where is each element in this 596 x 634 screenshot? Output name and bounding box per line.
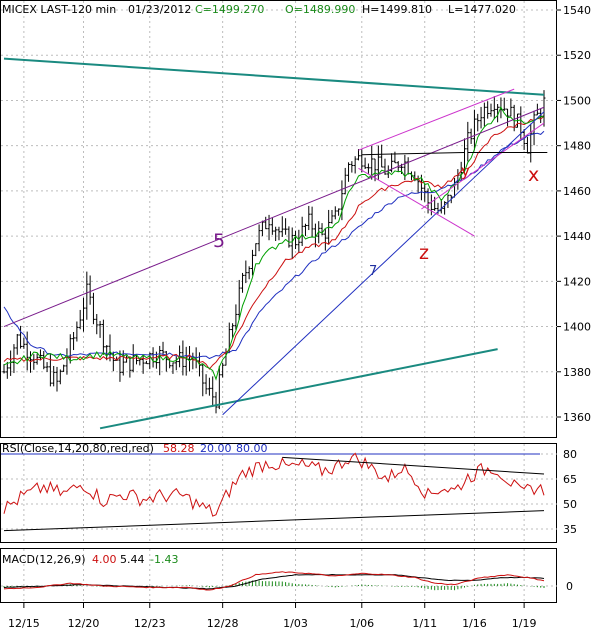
range-marker-line xyxy=(361,151,465,156)
wave-label-7: 7 xyxy=(369,264,377,279)
rsi-value: 58.28 xyxy=(163,442,195,455)
upper-trend-line xyxy=(3,57,545,96)
chart-date: 01/23/2012 xyxy=(128,3,191,16)
rsi-line xyxy=(3,452,545,517)
ma-slow-line xyxy=(3,130,545,360)
wave-label-x: x xyxy=(528,164,539,186)
ma-fast-line xyxy=(3,106,545,381)
ma-mid-line xyxy=(3,116,545,370)
rsi-panel-frame xyxy=(0,443,557,543)
y-tick-label: 1480 xyxy=(563,140,591,153)
chart-marks xyxy=(2,57,548,591)
channel-lower-line xyxy=(421,122,545,210)
rsi-support-line xyxy=(3,510,545,532)
macd-series xyxy=(3,571,545,591)
axis-labels: 12/15 12/20 12/23 12/28 1/03 1/06 1/11 1/16 1/19… xyxy=(8,4,591,630)
rsi-title: RSI(Close,14,20,80,red,red) xyxy=(2,442,154,455)
x-tick-label: 1/06 xyxy=(349,617,374,630)
x-tick-label: 1/03 xyxy=(283,617,308,630)
x-tick-label: 1/11 xyxy=(412,617,437,630)
y-tick-label: 1380 xyxy=(563,366,591,379)
macd-value: 4.00 xyxy=(92,553,117,566)
y-tick-label: 1360 xyxy=(563,411,591,424)
channel-cross-line xyxy=(358,167,475,237)
wave-label-5: 5 xyxy=(213,230,225,252)
rsi-tick-label: 50 xyxy=(563,498,577,511)
x-tick-label: 1/19 xyxy=(512,617,537,630)
close-value: C=1499.270 xyxy=(195,3,264,16)
macd-signal-value: 5.44 xyxy=(120,553,145,566)
rsi-resistance-line xyxy=(282,456,545,475)
rsi-series xyxy=(3,452,545,532)
y-tick-label: 1440 xyxy=(563,230,591,243)
rsi-low-level: 20.00 xyxy=(200,442,232,455)
macd-histogram-value: -1.43 xyxy=(150,553,178,566)
macd-title: MACD(12,26,9) xyxy=(2,553,86,566)
macd-line xyxy=(3,571,545,591)
y-tick-label: 1460 xyxy=(563,185,591,198)
chart-symbol: MICEX LAST-120 min xyxy=(2,3,116,16)
support-line-7 xyxy=(222,111,545,416)
y-tick-label: 1400 xyxy=(563,321,591,334)
rsi-tick-label: 65 xyxy=(563,473,577,486)
y-tick-label: 1520 xyxy=(563,49,591,62)
y-tick-label: 1500 xyxy=(563,94,591,107)
open-value: O=1489.990 xyxy=(285,3,355,16)
x-tick-label: 12/20 xyxy=(68,617,100,630)
rsi-high-level: 80.00 xyxy=(236,442,268,455)
low-value: L=1477.020 xyxy=(448,3,516,16)
x-tick-label: 1/16 xyxy=(462,617,487,630)
price-series xyxy=(2,57,548,430)
lower-trend-line xyxy=(99,348,498,430)
x-tick-label: 12/15 xyxy=(8,617,40,630)
price-panel-frame xyxy=(0,0,557,438)
macd-tick-label: 0 xyxy=(566,580,573,593)
y-tick-label: 1420 xyxy=(563,275,591,288)
high-value: H=1499.810 xyxy=(362,3,432,16)
rsi-tick-label: 35 xyxy=(563,523,577,536)
wave-label-z: z xyxy=(419,242,429,264)
x-tick-label: 12/28 xyxy=(207,617,239,630)
macd-panel-frame xyxy=(0,548,557,603)
channel-upper-line xyxy=(358,88,515,151)
y-tick-label: 1540 xyxy=(563,4,591,17)
wave-label-y: y xyxy=(461,162,470,180)
wave-5-channel-line xyxy=(3,106,545,328)
rsi-tick-label: 80 xyxy=(563,448,577,461)
x-tick-label: 12/23 xyxy=(134,617,166,630)
grid-lines xyxy=(1,1,557,602)
